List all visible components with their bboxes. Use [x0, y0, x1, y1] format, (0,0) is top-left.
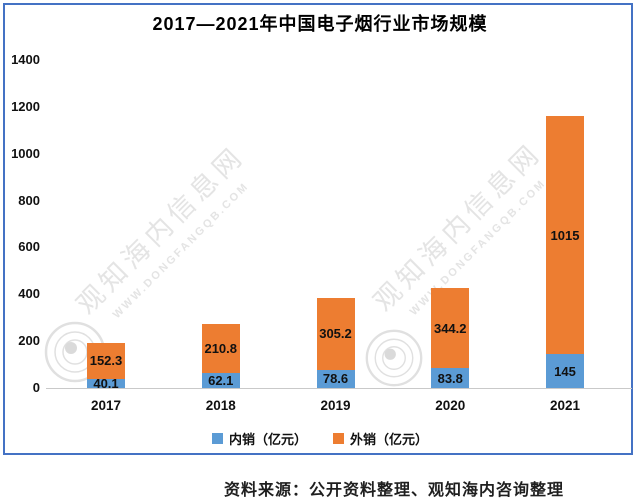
- legend-item-domestic: 内销（亿元）: [211, 429, 307, 448]
- x-axis-tick-label: 2018: [205, 398, 236, 413]
- bar-segment-domestic: 40.1: [87, 375, 125, 391]
- legend-label-domestic: 内销（亿元）: [228, 432, 307, 447]
- bar-segment-domestic: 83.8: [431, 368, 470, 388]
- bar-segment-export: 210.8: [201, 324, 240, 374]
- data-label: 152.3: [89, 353, 123, 369]
- data-label: 1015: [550, 227, 580, 243]
- bar-2017: 152.3 40.1: [87, 342, 125, 391]
- bar-2020: 344.2 83.8: [431, 287, 470, 388]
- legend-swatch-export: [333, 433, 344, 444]
- legend: 内销（亿元） 外销（亿元）: [0, 429, 640, 448]
- bar-2021: 1015 145: [546, 116, 584, 388]
- data-label: 305.2: [319, 326, 352, 342]
- x-axis-tick-label: 2019: [320, 398, 351, 413]
- data-label: 78.6: [322, 371, 349, 387]
- y-axis-tick-label: 400: [18, 286, 40, 302]
- x-axis-tick-label: 2021: [549, 398, 581, 413]
- y-axis-tick-label: 600: [18, 239, 40, 255]
- x-axis-tick-label: 2020: [435, 398, 466, 413]
- legend-item-export: 外销（亿元）: [333, 429, 428, 448]
- data-label: 83.8: [437, 370, 463, 386]
- x-axis-tick-label: 2017: [90, 398, 122, 413]
- bar-segment-export: 1015: [546, 116, 584, 355]
- data-label: 40.1: [93, 375, 119, 391]
- y-axis-tick-label: 0: [32, 380, 40, 395]
- chart-title: 2017—2021年中国电子烟行业市场规模: [152, 14, 488, 34]
- y-axis-tick-label: 800: [18, 192, 40, 208]
- bar-segment-export: 152.3: [87, 342, 125, 379]
- bar-segment-domestic: 145: [546, 354, 584, 388]
- data-label: 62.1: [208, 373, 234, 389]
- bar-segment-export: 344.2: [431, 287, 470, 369]
- bar-2018: 210.8 62.1: [201, 324, 240, 389]
- y-axis-tick-label: 1400: [11, 52, 40, 67]
- data-label: 210.8: [204, 341, 238, 357]
- source-note: 资料来源：公开资料整理、观知海内咨询整理: [224, 482, 565, 499]
- data-label: 145: [554, 363, 576, 379]
- y-axis-tick-label: 1000: [11, 145, 40, 161]
- y-axis-tick-label: 1200: [11, 98, 40, 114]
- legend-swatch-domestic: [211, 433, 223, 444]
- bar-segment-export: 305.2: [316, 298, 355, 370]
- bar-2019: 305.2 78.6: [316, 298, 355, 388]
- x-axis-line: [46, 388, 632, 389]
- bar-segment-domestic: 62.1: [201, 373, 240, 389]
- y-axis-tick-label: 200: [18, 333, 40, 349]
- legend-label-export: 外销（亿元）: [350, 432, 429, 447]
- bar-segment-domestic: 78.6: [316, 369, 355, 388]
- data-label: 344.2: [433, 320, 467, 336]
